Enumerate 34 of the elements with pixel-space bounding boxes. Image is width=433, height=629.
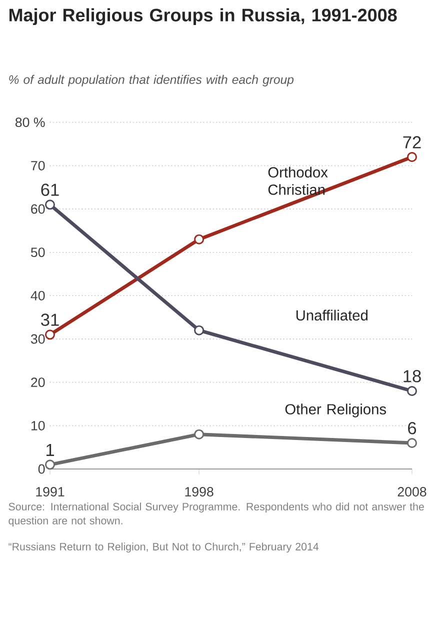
data-label: 6 — [408, 422, 416, 434]
point — [407, 386, 417, 396]
data-label: 1 — [46, 444, 54, 456]
y-tick-label: 20 — [31, 378, 45, 388]
x-tick-label: 1998 — [185, 487, 214, 496]
chart-subtitle: % of adult population that identifies with each group — [9, 74, 294, 86]
y-tick-label: 60 — [31, 204, 45, 214]
y-tick-label: 80 % — [15, 118, 45, 128]
y-tick-label: 50 — [31, 248, 45, 258]
point — [45, 330, 55, 340]
point — [45, 200, 55, 210]
source-note: Source: International Social Survey Programme. Respondents who did not answer the question are not shown. — [8, 502, 424, 527]
chart-title: Major Religious Groups in Russia, 1991-2008 — [9, 8, 397, 26]
data-label: 31 — [41, 314, 59, 326]
y-tick-label: 0 — [38, 464, 45, 474]
text: “Russians Return to Religion, But Not to Church,” February 2014 — [8, 542, 319, 553]
text: Unaffiliated — [296, 310, 368, 321]
y-tick-label: 70 — [31, 160, 45, 170]
data-label: 18 — [404, 370, 421, 382]
data-label: 61 — [41, 184, 59, 196]
point — [407, 438, 417, 448]
y-tick-label: 30 — [30, 334, 45, 344]
series-label: Other Religions — [285, 404, 386, 418]
point — [407, 152, 417, 162]
x-tick-label: 1991 — [36, 487, 64, 496]
point — [194, 429, 204, 440]
data-label: 72 — [403, 136, 421, 148]
point — [194, 234, 204, 244]
series-label: Orthodox Christian — [268, 166, 328, 195]
y-tick-label: 40 — [30, 290, 45, 300]
y-tick-label: 10 — [31, 420, 45, 430]
point — [45, 460, 55, 470]
x-tick-label: 2008 — [398, 487, 426, 496]
point — [194, 325, 204, 336]
